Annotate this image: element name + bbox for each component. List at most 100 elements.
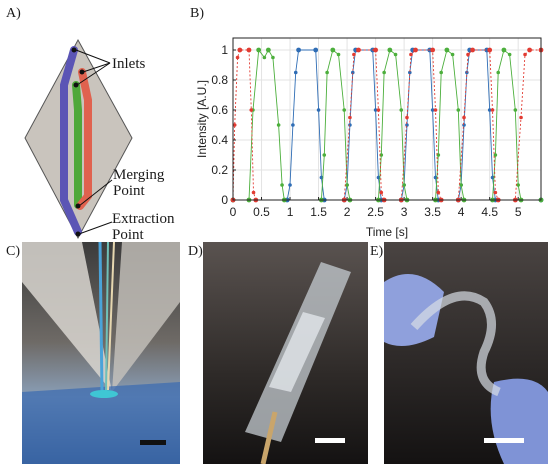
series-point <box>232 123 237 127</box>
panel-d-label: D) <box>188 244 203 259</box>
photo-gel-strip <box>203 242 368 464</box>
x-tick-label: 0.5 <box>253 205 270 219</box>
series-point <box>237 47 243 53</box>
series-point <box>256 47 262 53</box>
inlet-dot <box>79 69 85 75</box>
series-point <box>373 108 378 112</box>
panel-c-label: C) <box>6 244 20 259</box>
series-point <box>405 115 409 120</box>
series-point <box>450 52 455 57</box>
series-point <box>345 183 349 187</box>
series-point <box>527 47 532 53</box>
x-tick-label: 1.5 <box>310 205 327 219</box>
series-point <box>356 47 361 53</box>
series-point <box>413 47 418 53</box>
chip-diagram <box>24 38 133 240</box>
x-tick-label: 5 <box>515 205 522 219</box>
series-point <box>487 108 492 112</box>
y-tick-label: 0.4 <box>211 133 228 147</box>
extraction-leader <box>78 221 113 235</box>
series-point <box>291 123 295 127</box>
series-point <box>490 108 495 112</box>
y-axis-label: Intensity [A.U.] <box>195 80 209 158</box>
series-point <box>246 47 252 53</box>
series-point <box>516 183 520 187</box>
chart-series <box>230 47 544 203</box>
series-point <box>330 47 336 53</box>
series-point <box>313 47 319 53</box>
series-point <box>235 55 240 60</box>
series-point <box>466 52 470 57</box>
merging-label-line1: Merging <box>113 167 165 183</box>
green-channel <box>72 81 82 209</box>
panel-b-label: B) <box>190 6 204 21</box>
series-point <box>348 115 352 120</box>
merging-leader <box>78 179 113 207</box>
series-point <box>296 47 301 53</box>
x-tick-label: 0 <box>230 205 237 219</box>
series-point <box>470 47 475 53</box>
series-point <box>276 123 281 127</box>
extraction-label-line2: Point <box>112 227 144 243</box>
inlet-dot <box>71 47 77 53</box>
y-tick-label: 1 <box>221 43 228 57</box>
series-point <box>382 70 386 75</box>
series-point <box>513 108 518 112</box>
photo-chip-setup <box>22 242 180 464</box>
series-point <box>342 108 347 112</box>
x-tick-label: 1 <box>287 205 294 219</box>
series-point <box>399 108 404 112</box>
series-point <box>262 55 267 60</box>
plot-frame <box>232 37 542 201</box>
blue-channel <box>60 46 82 236</box>
series-point <box>430 108 435 112</box>
series-point <box>352 52 356 57</box>
inlets-leader <box>75 49 111 64</box>
panel-a-label: A) <box>6 6 21 21</box>
extraction-dot <box>75 231 81 237</box>
series-point <box>507 52 512 57</box>
series-point <box>490 175 495 180</box>
series-point <box>444 47 450 53</box>
series-point <box>487 47 493 53</box>
series-point <box>409 52 413 57</box>
series-point <box>436 190 441 195</box>
series-point <box>379 190 384 195</box>
series-point <box>249 108 254 112</box>
intensity-chart: 0 0.5 1 1.5 2 2.5 3 3.5 4 4.5 5 0 0.2 0.4 0.6 0.8 1 Time… <box>195 37 544 239</box>
series-point <box>316 108 321 112</box>
y-tick-label: 0.6 <box>211 103 228 117</box>
inlet-dot <box>73 82 79 88</box>
series-point <box>336 52 341 57</box>
inlets-leader <box>82 62 111 73</box>
extraction-label-line1: Extraction <box>112 211 175 227</box>
series-point <box>433 175 438 180</box>
series-point <box>439 70 443 75</box>
chart-ticks: 0 0.5 1 1.5 2 2.5 3 3.5 4 4.5 5 0 0.2 0.4 0.6 0.8 1 <box>211 43 522 219</box>
series-point <box>493 190 498 195</box>
y-tick-label: 0 <box>221 193 228 207</box>
y-tick-label: 0.2 <box>211 163 228 177</box>
series-point <box>271 55 275 60</box>
series-point <box>456 108 461 112</box>
x-axis-label: Time [s] <box>366 225 408 239</box>
series-point <box>319 175 324 180</box>
series-point <box>519 115 523 120</box>
series-point <box>280 183 284 187</box>
x-tick-label: 2.5 <box>367 205 384 219</box>
series-point <box>348 123 352 127</box>
x-tick-label: 4.5 <box>481 205 498 219</box>
series-point <box>523 52 527 57</box>
series-point <box>430 47 436 53</box>
series-point <box>376 108 381 112</box>
series-point <box>251 190 256 195</box>
inlets-label: Inlets <box>112 56 146 72</box>
series-point <box>373 47 378 53</box>
photo-gel-bent <box>384 242 548 464</box>
y-tick-label: 0.8 <box>211 73 228 87</box>
x-tick-label: 3.5 <box>424 205 441 219</box>
series-point <box>322 153 327 157</box>
merging-label-line2: Point <box>113 183 145 199</box>
merge-dot <box>75 203 81 209</box>
x-tick-label: 3 <box>401 205 408 219</box>
